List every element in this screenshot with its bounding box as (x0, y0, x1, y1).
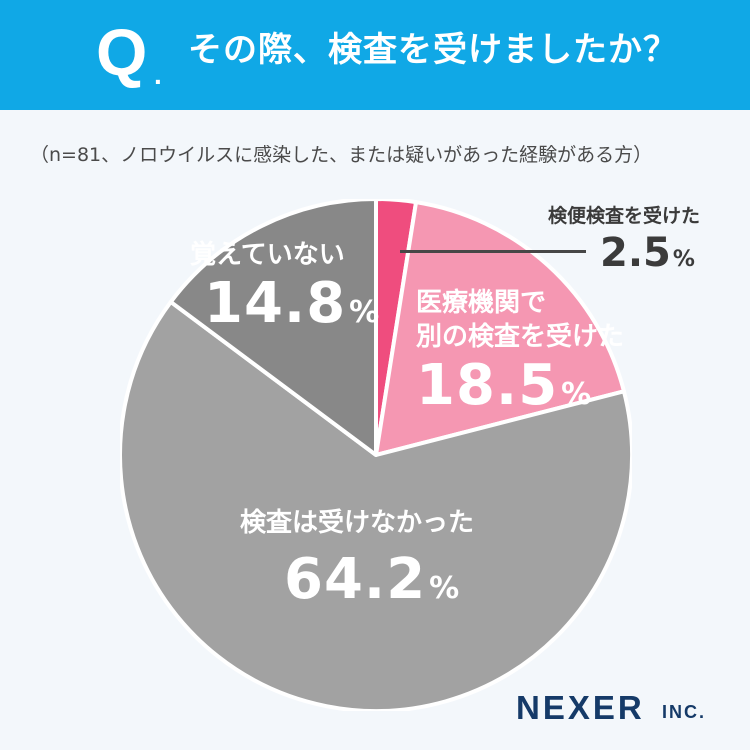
slice-medical-other-test (374, 200, 626, 457)
label-do-not-remember-number: 14.8 (204, 271, 347, 336)
question-q-mark: Q (96, 15, 148, 89)
label-no-test-number: 64.2 (284, 547, 427, 612)
brand-logo: NEXER (516, 689, 645, 726)
label-medical-unit: % (561, 377, 593, 412)
label-medical-value: 18.5% (416, 354, 624, 427)
label-medical-line2: 別の検査を受けた (416, 322, 625, 352)
question-q-dot: . (154, 59, 162, 90)
slice-no-test (120, 299, 632, 711)
callout-label-stool-test: 検便検査を受けた (548, 205, 701, 227)
label-do-not-remember: 覚えていない 14.8% (190, 238, 380, 345)
callout-line (400, 250, 586, 253)
brand-suffix: INC. (662, 702, 706, 722)
label-medical-line1: 医療機関で (416, 288, 547, 318)
label-no-test-name: 検査は受けなかった (240, 508, 475, 538)
label-no-test-value: 64.2% (284, 548, 474, 621)
pie-chart (120, 199, 632, 711)
label-medical-other-test: 医療機関で 別の検査を受けた 18.5% (416, 286, 624, 427)
label-do-not-remember-name: 覚えていない (190, 240, 345, 270)
callout-value-stool-test: 2.5% (600, 230, 695, 283)
label-no-test-unit: % (429, 571, 461, 606)
callout-value-number: 2.5 (600, 230, 671, 276)
label-no-test: 検査は受けなかった 64.2% (240, 506, 474, 621)
slice-do-not-remember (168, 199, 378, 457)
question-title: その際、検査を受けましたか？ (188, 30, 678, 70)
callout-value-unit: % (672, 247, 695, 272)
label-medical-number: 18.5 (416, 353, 559, 418)
label-do-not-remember-unit: % (349, 295, 381, 330)
header-bar: Q . その際、検査を受けましたか？ (0, 0, 750, 110)
label-do-not-remember-value: 14.8% (204, 272, 380, 345)
sample-note: （n=81、ノロウイルスに感染した、または疑いがあった経験がある方） (30, 144, 653, 166)
